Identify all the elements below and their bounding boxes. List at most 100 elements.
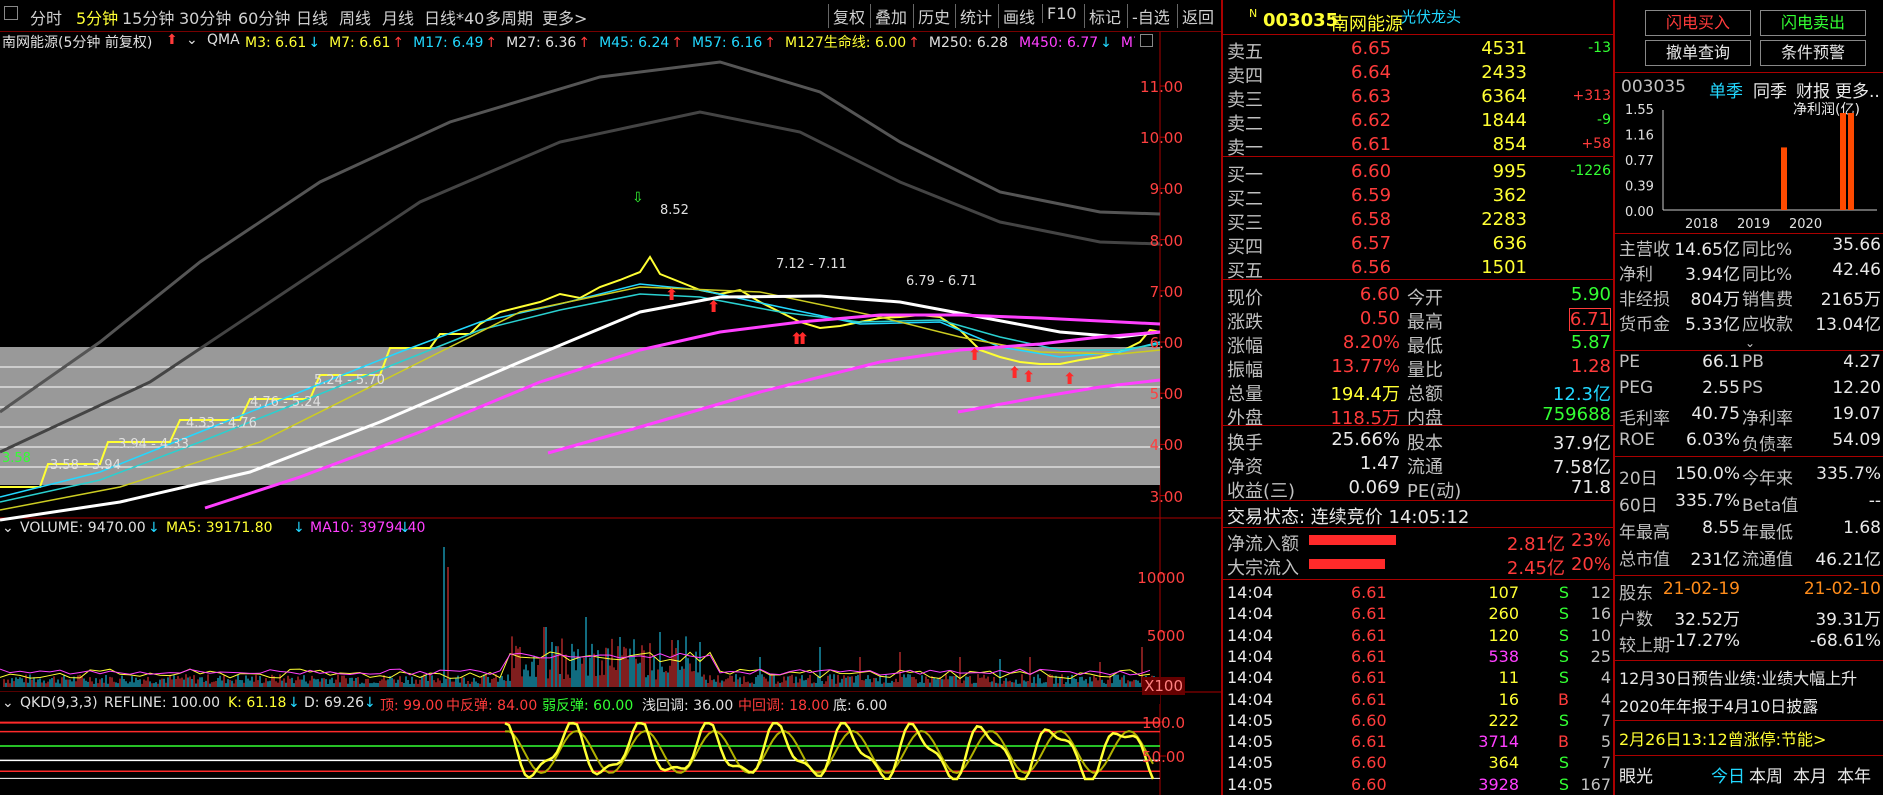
flash-buy-button[interactable]: 闪电买入 <box>1645 10 1751 36</box>
tick-volume: 260 <box>1488 604 1519 624</box>
tab-report[interactable]: 财报 <box>1796 82 1830 102</box>
tab-month[interactable]: 本月 <box>1793 767 1827 787</box>
ask-volume: 1844 <box>1481 110 1527 131</box>
fin-value: 6.03% <box>1685 430 1740 450</box>
tick-row[interactable]: 14:05 6.60 364 S 7 <box>1223 752 1615 773</box>
ask-row[interactable]: 卖三 6.63 6364 +313 <box>1223 85 1615 111</box>
divider <box>1615 72 1883 73</box>
tick-row[interactable]: 14:04 6.61 538 S 25 <box>1223 646 1615 667</box>
ask-row[interactable]: 卖四 6.64 2433 <box>1223 61 1615 87</box>
period-tab-multi[interactable]: 多周期 <box>485 9 534 28</box>
cancel-order-query-button[interactable]: 撤单查询 <box>1645 40 1751 66</box>
stat-value: 6.71 <box>1568 308 1611 331</box>
bid-row[interactable]: 买三 6.58 2283 <box>1223 208 1615 234</box>
tab-year[interactable]: 本年 <box>1837 767 1871 787</box>
collapse-icon[interactable] <box>4 6 18 20</box>
fin-label: ROE <box>1619 430 1655 450</box>
tick-row[interactable]: 14:05 6.60 222 S 7 <box>1223 710 1615 731</box>
period-tab-60min[interactable]: 60分钟 <box>238 9 291 28</box>
chart-area[interactable]: 南网能源(5分钟 前复权) ⬆ ⌄ QMA M3: 6.61 ↓ M7: 6.61 ↑… <box>0 32 1221 795</box>
fuquan-button[interactable]: 复权 <box>828 4 869 28</box>
tab-today[interactable]: 今日 <box>1711 767 1745 787</box>
signal-arrow-icon: ⬆ <box>796 329 809 348</box>
condition-alert-button[interactable]: 条件预警 <box>1760 40 1866 66</box>
bid-row[interactable]: 买二 6.59 362 <box>1223 184 1615 210</box>
tick-time: 14:04 <box>1227 604 1274 624</box>
bid-row[interactable]: 买五 6.56 1501 <box>1223 256 1615 282</box>
ask-row[interactable]: 卖二 6.62 1844 -9 <box>1223 109 1615 135</box>
period-tab-day40[interactable]: 日线*40 <box>424 9 485 28</box>
tick-row[interactable]: 14:04 6.61 11 S 4 <box>1223 667 1615 688</box>
period-tab-15min[interactable]: 15分钟 <box>122 9 175 28</box>
ask-change: -13 <box>1588 40 1611 56</box>
quote-header: N 003035 南网能源 光伏龙头 <box>1223 4 1615 35</box>
tick-count: 10 <box>1590 625 1611 645</box>
fin-row: PE 66.1 PB 4.27 <box>1615 352 1883 376</box>
qkd-shallow: 浅回调: 36.00 <box>642 698 734 714</box>
tick-row[interactable]: 14:05 6.60 3928 S 167 <box>1223 774 1615 795</box>
block-inflow-value: 2.45亿 <box>1506 558 1565 579</box>
qkd-k-line <box>504 721 1155 781</box>
fin-value: 40.75 <box>1691 404 1740 424</box>
period-tab-day[interactable]: 日线 <box>296 9 329 28</box>
mark-button[interactable]: 标记 <box>1084 4 1125 28</box>
tick-price: 6.61 <box>1351 583 1387 602</box>
bid-row[interactable]: 买四 6.57 636 <box>1223 232 1615 258</box>
fin-value: 1.68 <box>1843 518 1881 538</box>
tab-more[interactable]: 更多.. <box>1835 82 1880 102</box>
qkd-collapse-icon[interactable]: ⌄ <box>2 695 14 711</box>
draw-line-button[interactable]: 画线 <box>998 4 1039 28</box>
news-text-2[interactable]: 2020年年报于4月10日披露 <box>1619 697 1819 716</box>
bid-price: 6.56 <box>1351 257 1392 278</box>
period-tab-5min[interactable]: 5分钟 <box>76 9 119 28</box>
period-tab-30min[interactable]: 30分钟 <box>179 9 232 28</box>
news-text-3[interactable]: 2月26日13:12曾涨停:节能> <box>1619 730 1827 749</box>
period-tab-week[interactable]: 周线 <box>339 9 372 28</box>
dropdown-icon[interactable]: ⌄ <box>186 32 198 48</box>
news-item-2[interactable]: 2020年年报于4月10日披露 <box>1615 693 1883 717</box>
period-tab-fenshi[interactable]: 分时 <box>30 9 63 28</box>
stat-label: 现价 <box>1227 288 1263 309</box>
tick-row[interactable]: 14:04 6.61 120 S 10 <box>1223 625 1615 646</box>
tab-vision[interactable]: 眼光 <box>1619 767 1653 787</box>
kline-chart[interactable]: ⬆⬆⬆⬆⬆⬆ ⬆ ⬆⇩8.523.58 3.58 - 3.943.94 - 4.334… <box>0 32 1221 795</box>
expand-icon[interactable] <box>1140 34 1153 47</box>
expand-chevron-icon[interactable]: ⌄ <box>1745 336 1756 350</box>
tab-single-quarter[interactable]: 单季 <box>1709 82 1743 102</box>
tick-row[interactable]: 14:05 6.61 3714 B 5 <box>1223 731 1615 752</box>
ma450-line <box>204 313 1161 510</box>
period-tab-more[interactable]: 更多> <box>542 9 588 28</box>
tick-time: 14:04 <box>1227 668 1274 688</box>
fin-label: 20日 <box>1619 469 1658 489</box>
history-button[interactable]: 历史 <box>913 4 954 28</box>
flash-sell-button[interactable]: 闪电卖出 <box>1760 10 1866 36</box>
tab-same-quarter[interactable]: 同季 <box>1753 82 1787 102</box>
price-annotation: 4.76 - 5.24 <box>250 395 321 410</box>
news-item-3[interactable]: 2月26日13:12曾涨停:节能> <box>1615 726 1883 750</box>
ask-price: 6.64 <box>1351 62 1392 83</box>
tick-row[interactable]: 14:04 6.61 16 B 4 <box>1223 689 1615 710</box>
ask-row[interactable]: 卖一 6.61 854 +58 <box>1223 133 1615 159</box>
stat-label: 净资 <box>1227 457 1263 478</box>
fin-value: 12.20 <box>1832 378 1881 398</box>
overlay-button[interactable]: 叠加 <box>870 4 911 28</box>
back-button[interactable]: 返回 <box>1177 4 1218 28</box>
bid-price: 6.58 <box>1351 209 1392 230</box>
tab-week[interactable]: 本周 <box>1749 767 1783 787</box>
ask-row[interactable]: 卖五 6.65 4531 -13 <box>1223 37 1615 63</box>
indicator-name[interactable]: QMA <box>207 32 240 48</box>
volume-axis-10000: 10000 <box>1137 569 1185 587</box>
f10-button[interactable]: F10 <box>1042 4 1081 23</box>
tick-row[interactable]: 14:04 6.61 107 S 12 <box>1223 582 1615 603</box>
news-text-1[interactable]: 12月30日预告业绩:业绩大幅上升 <box>1619 669 1858 688</box>
remove-watchlist-button[interactable]: -自选 <box>1127 4 1174 28</box>
period-tab-month[interactable]: 月线 <box>382 9 415 28</box>
signal-arrow-icon: ⬆ <box>707 297 720 316</box>
bid-row[interactable]: 买一 6.60 995 -1226 <box>1223 160 1615 186</box>
tick-row[interactable]: 14:04 6.61 260 S 16 <box>1223 603 1615 624</box>
tick-side: S <box>1558 753 1569 773</box>
volume-collapse-icon[interactable]: ⌄ <box>2 520 14 536</box>
block-inflow-pct: 20% <box>1570 554 1611 575</box>
stats-button[interactable]: 统计 <box>955 4 996 28</box>
news-item-1[interactable]: 12月30日预告业绩:业绩大幅上升 <box>1615 665 1883 689</box>
